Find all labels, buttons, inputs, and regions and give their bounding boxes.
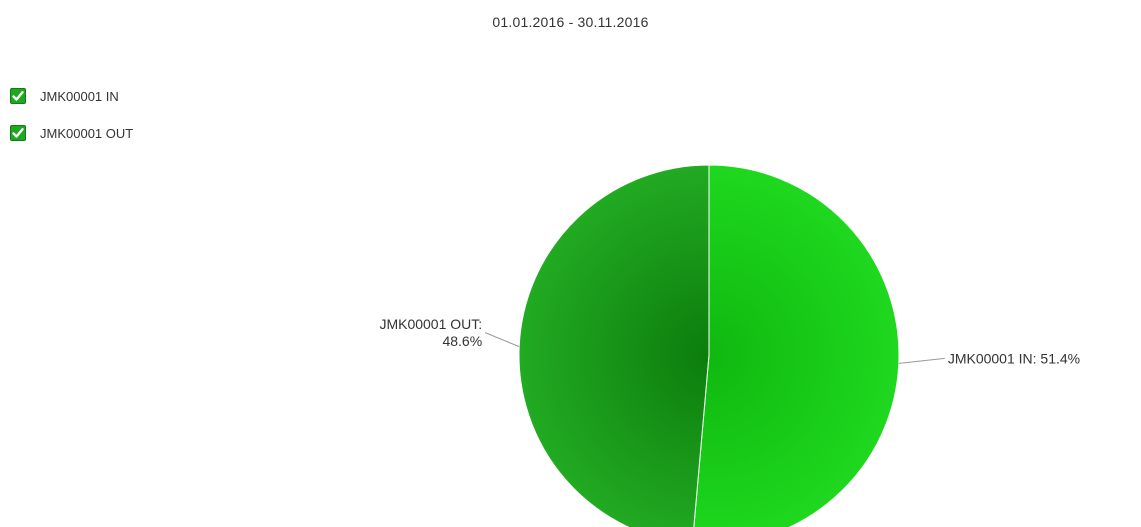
slice-label-line: JMK00001 OUT: xyxy=(379,316,482,332)
legend-label-out: JMK00001 OUT xyxy=(40,125,134,141)
slice-connector-line xyxy=(898,357,945,364)
legend: JMK00001 IN JMK00001 OUT xyxy=(10,86,133,160)
slice-label-out: JMK00001 OUT: 48.6% xyxy=(379,316,482,349)
legend-label-in: JMK00001 IN xyxy=(40,88,119,104)
slice-label-line: 48.6% xyxy=(442,333,482,349)
checkbox-checked-icon[interactable] xyxy=(10,88,26,104)
legend-item-out[interactable]: JMK00001 OUT xyxy=(10,123,133,143)
checkbox-checked-icon[interactable] xyxy=(10,125,26,141)
legend-item-in[interactable]: JMK00001 IN xyxy=(10,86,133,106)
slice-label-line: JMK00001 IN: 51.4% xyxy=(948,350,1080,366)
slice-label-in: JMK00001 IN: 51.4% xyxy=(948,350,1080,366)
slice-connector-line xyxy=(484,332,520,348)
pie-slice-out[interactable] xyxy=(518,164,710,527)
chart-title: 01.01.2016 - 30.11.2016 xyxy=(492,14,649,30)
pie-slice-in[interactable] xyxy=(692,164,900,527)
